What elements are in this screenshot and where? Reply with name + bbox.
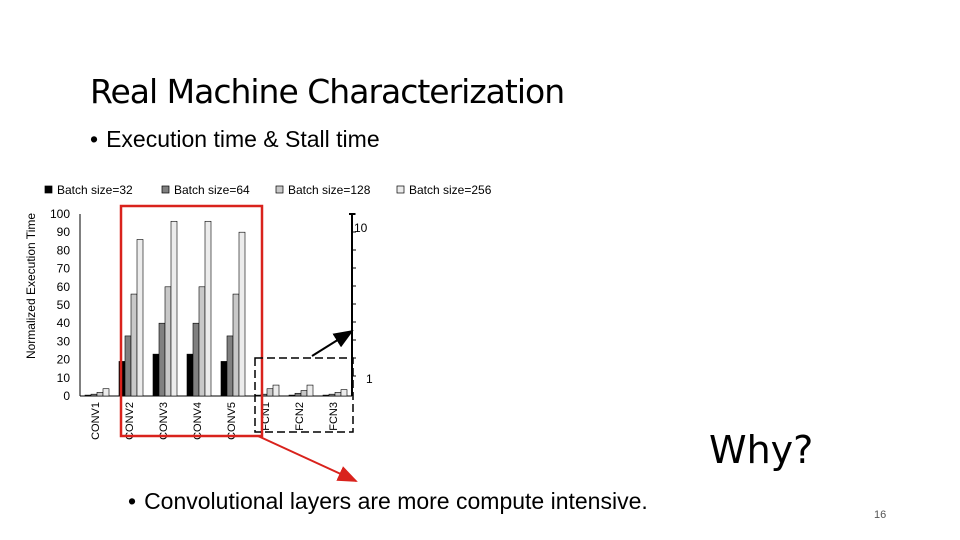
y-tick-label: 30 [57,334,71,348]
fcn-zoom-box [254,357,354,433]
legend-swatch [396,185,405,194]
legend-label: Batch size=256 [409,183,492,197]
legend-label: Batch size=64 [174,183,250,197]
bar-fcn1-series-1 [254,394,262,397]
chart-legend: Batch size=32 Batch size=64 Batch size=128… [44,183,492,197]
y-tick-label: 100 [50,207,70,221]
x-tick-label: CONV1 [90,402,102,440]
bar-fcn3-series-4 [340,389,348,397]
bar-fcn1-series-3 [266,388,274,397]
bar-fcn3-series-2 [328,393,336,397]
bar-conv5-series-1 [220,361,228,397]
y-tick-label: 0 [63,389,70,403]
why-callout: Why? [709,428,814,472]
slide-title: Real Machine Characterization [90,72,565,111]
page-number: 16 [874,509,887,521]
y-tick-label: 10 [57,371,71,385]
x-tick-label: CONV2 [124,402,136,440]
bar-conv1-series-3 [96,392,104,397]
bar-conv2-series-2 [124,335,132,397]
bullet-text: Convolutional layers are more compute in… [144,488,648,514]
zoom-arrow [311,329,354,357]
bar-conv2-series-3 [130,293,138,397]
bullet-glyph: • [128,488,137,514]
x-tick-label: CONV4 [192,402,204,440]
conv-highlight-box [119,204,264,438]
bar-fcn2-series-4 [306,384,314,397]
bar-conv3-series-4 [170,220,178,397]
y-tick-label: 60 [57,280,71,294]
bar-fcn2-series-2 [294,392,302,397]
x-tick-label: CONV5 [226,402,238,440]
bar-conv1-series-2 [90,393,98,397]
bar-conv5-series-4 [238,231,246,397]
chart-bars [84,220,348,397]
inset-tick-label-top: 10 [354,221,368,235]
bar-fcn2-series-1 [288,394,296,397]
y-tick-label: 80 [57,243,71,257]
bar-conv4-series-3 [198,286,206,397]
bar-conv3-series-1 [152,353,160,397]
y-axis-ticks: 0 10 20 30 40 50 60 70 80 90 100 [50,207,70,403]
y-tick-label: 90 [57,225,71,239]
bar-conv4-series-4 [204,220,212,397]
bar-fcn3-series-1 [322,394,330,397]
legend-swatch [161,185,170,194]
bar-conv2-series-4 [136,239,144,397]
bullet-conv-compute: • Convolutional layers are more compute i… [128,488,648,515]
bar-conv3-series-3 [164,286,172,397]
bar-conv1-series-4 [102,388,110,397]
bar-conv4-series-1 [186,353,194,397]
bullet-glyph: • [90,126,99,152]
bar-conv4-series-2 [192,322,200,397]
bar-fcn2-series-3 [300,390,308,397]
y-axis-label: Normalized Execution Time [24,213,38,359]
legend-label: Batch size=32 [57,183,133,197]
bullet-text: Execution time & Stall time [106,126,380,152]
bullet-execution-time: • Execution time & Stall time [90,126,380,153]
bar-fcn3-series-3 [334,392,342,397]
y-tick-label: 50 [57,298,71,312]
bar-conv3-series-2 [158,322,166,397]
bar-conv5-series-3 [232,293,240,397]
legend-swatch [44,185,53,194]
legend-label: Batch size=128 [288,183,371,197]
bar-fcn1-series-4 [272,384,280,397]
legend-swatch [275,185,284,194]
x-tick-label: FCN2 [294,402,306,431]
highlight-arrow [257,435,358,482]
x-axis-ticks: CONV1 CONV2 CONV3 CONV4 CONV5 FCN1 FCN2 FCN3 [90,402,340,440]
y-tick-label: 40 [57,316,71,330]
inset-tick-label-bottom: 1 [366,372,373,386]
x-tick-label: FCN3 [328,402,340,431]
bar-conv5-series-2 [226,335,234,397]
x-tick-label: CONV3 [158,402,170,440]
bar-conv1-series-1 [84,394,92,397]
y-tick-label: 70 [57,262,71,276]
y-tick-label: 20 [57,353,71,367]
